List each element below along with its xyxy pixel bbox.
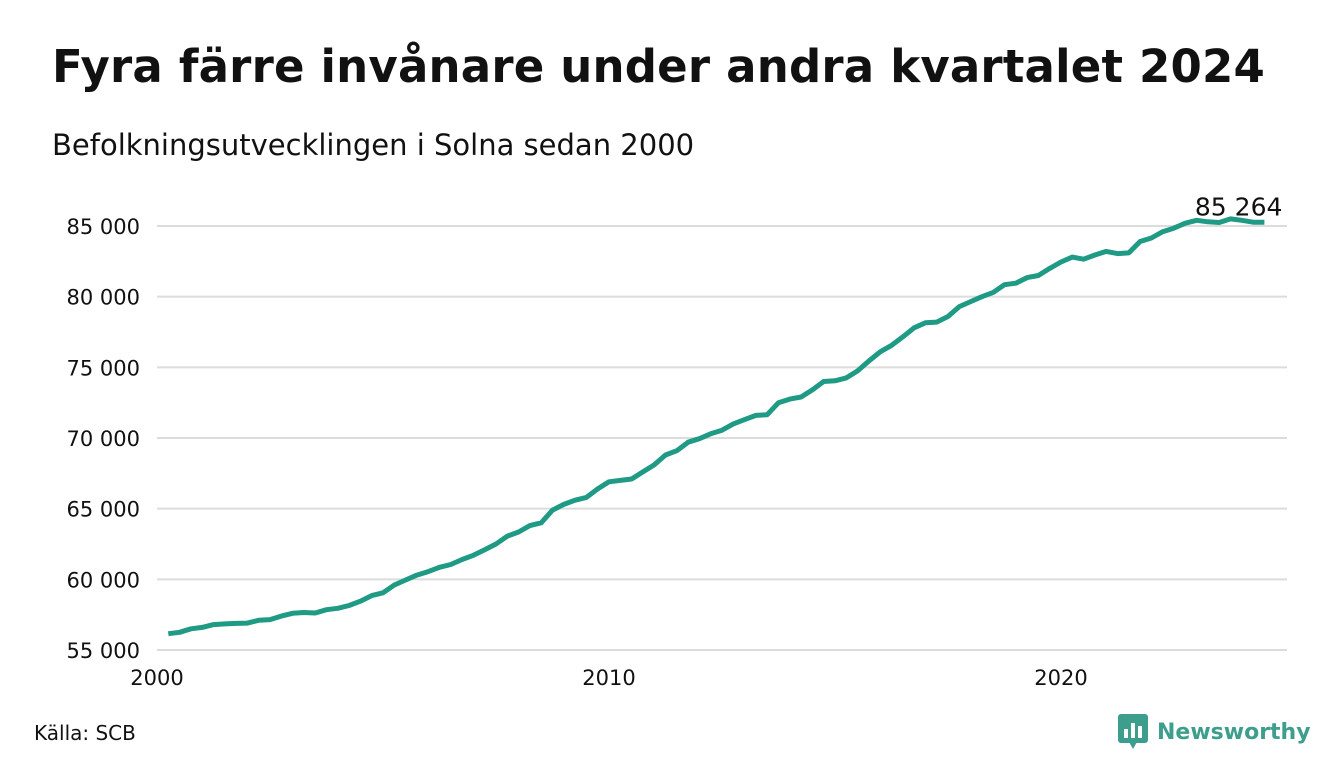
chart-subtitle: Befolkningsutvecklingen i Solna sedan 20… [52,128,695,162]
x-tick-label: 2010 [582,666,635,690]
x-tick-label: 2000 [130,666,183,690]
series-line [167,216,1265,637]
x-tick-label: 2020 [1034,666,1087,690]
source-note: Källa: SCB [34,721,136,745]
y-tick-label: 75 000 [67,356,140,380]
series-layer [167,216,1265,637]
chart-title: Fyra färre invånare under andra kvartale… [52,40,1266,93]
y-tick-label: 65 000 [67,498,140,522]
y-tick-label: 70 000 [67,427,140,451]
gridlines [157,225,1287,651]
x-axis-ticks: 2000 2010 2020 [130,666,1087,690]
end-value-label: 85 264 [1195,192,1282,221]
data-labels: 85 264 [1195,192,1282,221]
brand-logo: Newsworthy [1118,712,1311,752]
brand-name: Newsworthy [1157,719,1311,745]
y-tick-label: 80 000 [67,286,140,310]
y-tick-label: 55 000 [67,639,140,663]
y-tick-label: 85 000 [67,215,140,239]
y-axis-ticks: 55 000 60 000 65 000 70 000 75 000 80 000 85 0… [67,215,140,663]
y-tick-label: 60 000 [67,568,140,592]
bar-chart-icon [1118,714,1148,749]
